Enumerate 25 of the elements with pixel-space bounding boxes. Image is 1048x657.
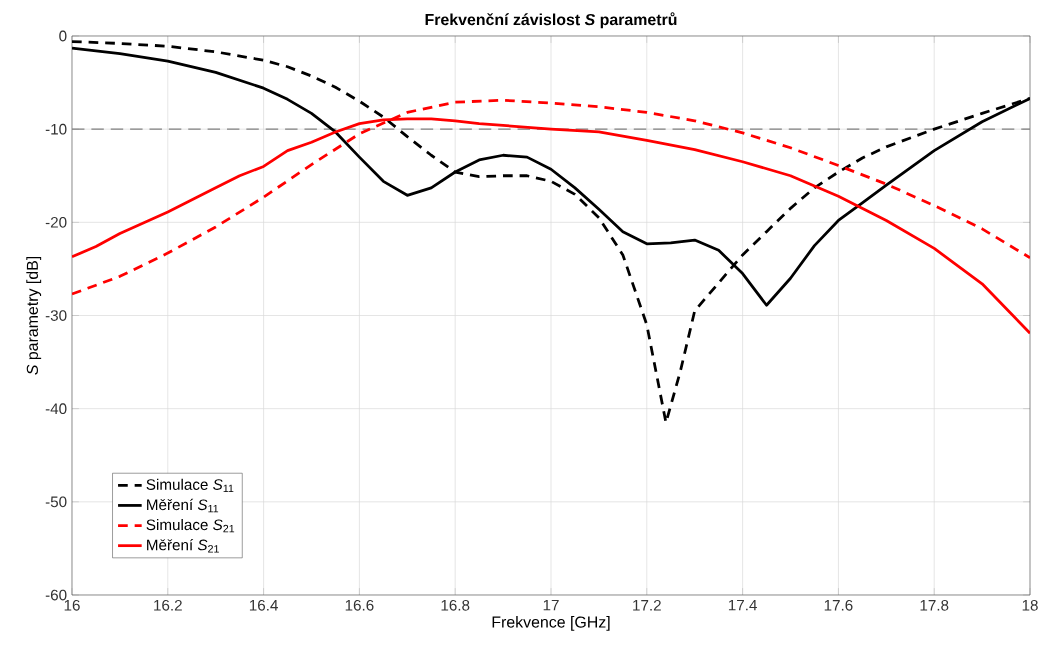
- x-tick-label: 18: [1022, 599, 1038, 611]
- y-tick-label: -30: [45, 310, 67, 321]
- x-tick-label: 16: [64, 599, 80, 611]
- x-tick-label: 16.4: [249, 599, 278, 611]
- x-tick-label: 17.2: [633, 599, 661, 611]
- y-tick-label: -40: [45, 403, 67, 415]
- x-tick-label: 16.2: [154, 599, 182, 611]
- x-tick-label: 17.4: [728, 599, 757, 611]
- y-tick-label: -20: [45, 216, 67, 228]
- y-tick-label: -10: [45, 123, 67, 135]
- x-tick-label: 16.8: [441, 599, 470, 611]
- x-axis-title: Frekvence [GHz]: [492, 616, 610, 631]
- y-tick-label: -50: [45, 496, 67, 508]
- x-tick-label: 16.6: [345, 599, 374, 611]
- legend-label: Simulace S$_{21}$: [146, 519, 235, 533]
- chart-title: Frekvenční závislost S parametrů: [425, 12, 677, 29]
- legend-label: Měření S$_{21}$: [147, 539, 219, 553]
- x-tick-label: 17: [543, 599, 559, 611]
- y-tick-label: -60: [45, 589, 67, 601]
- x-tick-label: 17.8: [920, 599, 949, 611]
- y-axis-title: S parametry [dB]: [26, 256, 42, 375]
- legend-label: Simulace S$_{11}$: [146, 478, 234, 493]
- x-tick-label: 17.6: [824, 599, 853, 611]
- legend-label: Měření S$_{11}$: [147, 498, 219, 513]
- y-tick-label: 0: [59, 30, 67, 42]
